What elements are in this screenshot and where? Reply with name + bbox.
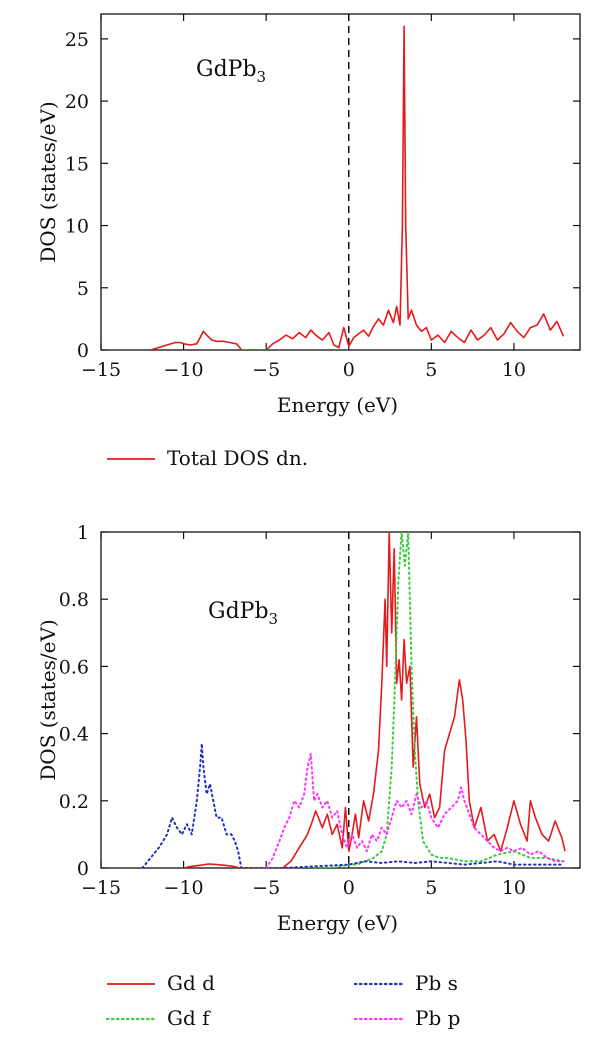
axis-ticks xyxy=(100,531,580,869)
series-line-gd-d xyxy=(183,532,566,868)
legend: Total DOS dn. xyxy=(107,446,308,470)
legend-label: Pb s xyxy=(415,971,458,995)
legend: Gd d Gd f Pb s Pb p xyxy=(105,971,460,1030)
series-line-pb-s xyxy=(141,742,565,868)
y-tick-label: 1 xyxy=(77,522,89,544)
series-line-pb-p xyxy=(265,752,565,868)
y-tick-label: 15 xyxy=(65,153,89,175)
y-tick-label: 0.8 xyxy=(59,589,89,611)
x-tick-label: 5 xyxy=(425,877,437,899)
plot-area-frame xyxy=(100,13,581,351)
x-tick-label: −15 xyxy=(81,877,121,899)
series-group xyxy=(141,532,566,868)
x-axis-label: Energy (eV) xyxy=(277,393,398,417)
plot-area-frame xyxy=(100,531,581,869)
y-tick-label: 0 xyxy=(77,858,89,880)
x-tick-labels: −15 −10 −5 0 5 10 xyxy=(81,359,526,381)
compound-label: GdPb3 xyxy=(208,599,278,628)
y-tick-label: 0 xyxy=(77,340,89,362)
y-tick-label: 20 xyxy=(65,91,89,113)
legend-label: Gd d xyxy=(167,971,215,995)
series-group xyxy=(150,25,565,350)
series-line-total-dos-dn- xyxy=(150,25,565,350)
legend-label: Gd f xyxy=(167,1006,211,1030)
y-tick-label: 10 xyxy=(65,216,89,238)
y-tick-label: 5 xyxy=(77,278,89,300)
y-tick-label: 0.2 xyxy=(59,791,89,813)
x-tick-label: −5 xyxy=(252,877,280,899)
y-tick-labels: 0 0.2 0.4 0.6 0.8 1 xyxy=(59,522,89,880)
y-tick-labels: 0 5 10 15 20 25 xyxy=(65,29,89,362)
x-tick-label: −5 xyxy=(252,359,280,381)
compound-label: GdPb3 xyxy=(196,57,266,86)
x-tick-label: 0 xyxy=(343,359,355,381)
x-tick-label: −15 xyxy=(81,359,121,381)
x-tick-label: 5 xyxy=(425,359,437,381)
partial-dos-chart: −15 −10 −5 0 5 10 0 0.2 0.4 0.6 0.8 1 GdPb3 Energy… xyxy=(36,522,581,1030)
x-tick-label: −10 xyxy=(164,877,204,899)
y-axis-label: DOS (states/eV) xyxy=(36,101,60,262)
y-tick-label: 0.6 xyxy=(59,656,89,678)
x-tick-label: 10 xyxy=(502,877,526,899)
series-line-gd-f xyxy=(298,532,565,868)
x-tick-label: 10 xyxy=(502,359,526,381)
x-axis-label: Energy (eV) xyxy=(277,911,398,935)
x-tick-label: −10 xyxy=(164,359,204,381)
y-tick-label: 25 xyxy=(65,29,89,51)
total-dos-chart: −15 −10 −5 0 5 10 0 5 10 15 20 25 GdPb3 Energy (eV… xyxy=(36,13,581,470)
legend-label: Total DOS dn. xyxy=(167,446,308,470)
x-tick-labels: −15 −10 −5 0 5 10 xyxy=(81,877,526,899)
axis-ticks xyxy=(100,14,580,351)
legend-label: Pb p xyxy=(415,1006,460,1030)
y-axis-label: DOS (states/eV) xyxy=(36,619,60,780)
y-tick-label: 0.4 xyxy=(59,724,89,746)
x-tick-label: 0 xyxy=(343,877,355,899)
